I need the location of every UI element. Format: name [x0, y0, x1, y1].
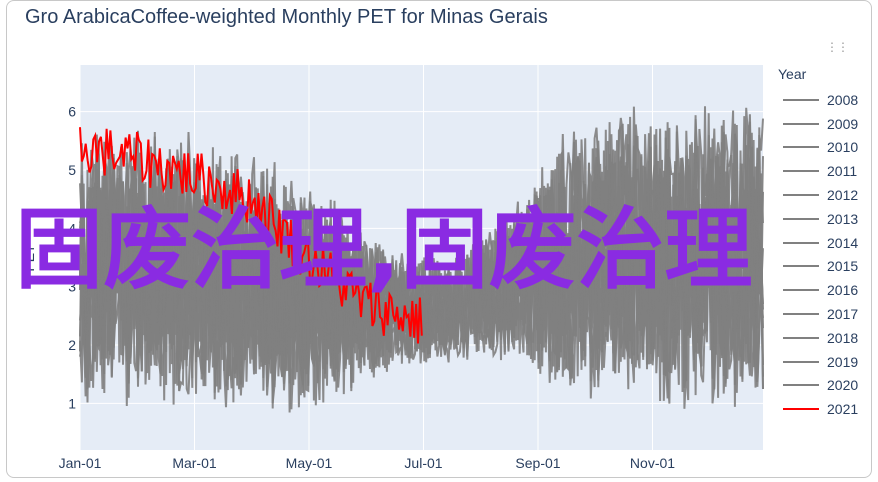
- legend-label: 2020: [827, 377, 859, 394]
- y-tick-label: 3: [68, 279, 76, 295]
- legend-label: 2017: [827, 306, 859, 323]
- legend-swatch: [783, 146, 819, 149]
- legend-item-2019[interactable]: 2019: [778, 350, 874, 374]
- legend-label: 2013: [827, 210, 859, 227]
- legend-label: 2011: [827, 163, 858, 180]
- legend-item-2014[interactable]: 2014: [778, 231, 874, 255]
- legend-swatch: [783, 241, 819, 244]
- y-axis-label: PET: [21, 244, 37, 272]
- legend-label: 2015: [827, 258, 859, 275]
- legend-swatch: [783, 194, 819, 197]
- legend-swatch: [783, 289, 819, 292]
- x-tick-label: Sep-01: [515, 455, 560, 471]
- legend-swatch: [783, 313, 819, 316]
- legend-item-2010[interactable]: 2010: [778, 136, 874, 160]
- legend-item-2020[interactable]: 2020: [778, 374, 874, 398]
- watermark-overlay-text: 固废治理,固废治理: [15, 198, 753, 301]
- legend-label: 2014: [827, 234, 859, 251]
- legend-label: 2021: [827, 401, 859, 418]
- legend-item-2017[interactable]: 2017: [778, 302, 874, 326]
- legend-item-2013[interactable]: 2013: [778, 207, 874, 231]
- legend-title: Year: [778, 66, 807, 82]
- x-tick-label: Mar-01: [172, 455, 217, 471]
- series-line-2019: [79, 116, 764, 406]
- x-tick-label: Jul-01: [404, 455, 442, 471]
- legend-label: 2009: [827, 115, 859, 132]
- legend-swatch: [783, 122, 819, 125]
- legend-swatch: [783, 408, 819, 411]
- x-tick-label: May-01: [286, 455, 333, 471]
- legend-swatch: [783, 336, 819, 339]
- legend-swatch: [783, 384, 819, 387]
- legend-item-2009[interactable]: 2009: [778, 112, 874, 136]
- y-axis-ticks: 1 2 3 4 5 6: [68, 104, 76, 412]
- legend-item-2016[interactable]: 2016: [778, 278, 874, 302]
- legend-swatch: [783, 360, 819, 363]
- y-tick-label: 2: [68, 337, 76, 353]
- legend-label: 2019: [827, 353, 859, 370]
- y-tick-label: 6: [68, 104, 76, 120]
- legend-item-2015[interactable]: 2015: [778, 255, 874, 279]
- legend: Year 2008 2009 2010 2011 2012 2013 2014 2015 201…: [778, 66, 874, 421]
- legend-item-2008[interactable]: 2008: [778, 88, 874, 112]
- legend-label: 2012: [827, 187, 859, 204]
- legend-item-2012[interactable]: 2012: [778, 183, 874, 207]
- legend-swatch: [783, 170, 819, 173]
- series-line-2021-path: [79, 127, 423, 344]
- y-tick-label: 5: [68, 162, 76, 178]
- x-axis-ticks: Jan-01 Mar-01 May-01 Jul-01 Sep-01 Nov-01: [59, 455, 676, 471]
- legend-swatch: [783, 98, 819, 101]
- legend-swatch: [783, 265, 819, 268]
- series-line-2021: [79, 127, 423, 344]
- legend-label: 2016: [827, 282, 859, 299]
- legend-label: 2008: [827, 91, 859, 108]
- y-tick-label: 4: [68, 220, 76, 236]
- legend-item-2021[interactable]: 2021: [778, 397, 874, 421]
- x-tick-label: Nov-01: [630, 455, 675, 471]
- y-tick-label: 1: [68, 395, 76, 411]
- legend-label: 2018: [827, 329, 859, 346]
- legend-label: 2010: [827, 139, 859, 156]
- legend-item-2011[interactable]: 2011: [778, 159, 874, 183]
- legend-swatch: [783, 217, 819, 220]
- toolbar-handle-icon[interactable]: ⋮⋮: [826, 40, 849, 54]
- x-tick-label: Jan-01: [59, 455, 102, 471]
- legend-item-2018[interactable]: 2018: [778, 326, 874, 350]
- chart-title: Gro ArabicaCoffee-weighted Monthly PET f…: [25, 6, 548, 28]
